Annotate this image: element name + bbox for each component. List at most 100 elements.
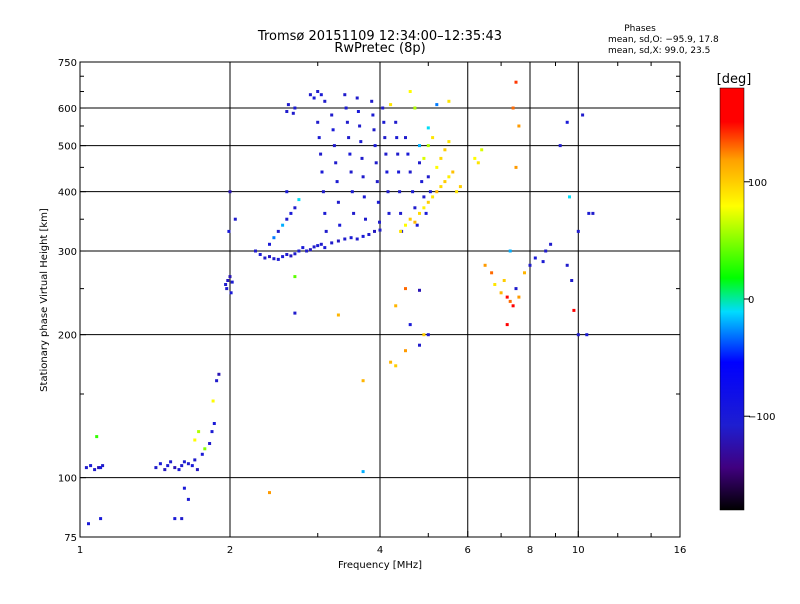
- data-point: [404, 136, 407, 140]
- data-point: [180, 464, 184, 468]
- data-point: [355, 237, 359, 241]
- data-point: [435, 103, 439, 107]
- data-point: [565, 120, 569, 124]
- data-point: [293, 275, 297, 279]
- data-point: [591, 211, 595, 215]
- data-point: [101, 464, 105, 468]
- data-point: [418, 144, 421, 148]
- data-point: [370, 99, 374, 103]
- data-point: [406, 152, 410, 156]
- data-point: [375, 180, 379, 184]
- data-point: [397, 170, 401, 174]
- data-point: [473, 156, 477, 160]
- data-point: [455, 190, 459, 194]
- data-point: [166, 464, 170, 468]
- data-point: [330, 241, 334, 245]
- data-point: [361, 175, 365, 179]
- data-point: [211, 399, 215, 403]
- data-point: [398, 190, 402, 194]
- data-point: [297, 198, 301, 202]
- data-point: [258, 253, 262, 256]
- data-point: [439, 185, 443, 189]
- data-point: [499, 291, 503, 295]
- data-point: [182, 460, 186, 464]
- data-point: [99, 517, 103, 521]
- x-tick-label: 6: [465, 545, 471, 556]
- data-point: [272, 236, 276, 240]
- data-point: [361, 234, 365, 238]
- data-point: [230, 280, 234, 284]
- data-point: [570, 279, 574, 282]
- data-point: [276, 257, 280, 261]
- data-point: [447, 175, 451, 179]
- data-point: [228, 275, 232, 279]
- data-point: [415, 223, 419, 227]
- data-point: [483, 263, 487, 267]
- data-point: [447, 140, 451, 144]
- data-point: [418, 161, 421, 165]
- data-point: [435, 190, 439, 194]
- data-point: [395, 136, 399, 140]
- data-point: [228, 190, 232, 194]
- data-point: [215, 379, 219, 383]
- data-point: [420, 180, 424, 184]
- data-point: [186, 462, 190, 466]
- data-point: [321, 190, 325, 194]
- data-point: [408, 323, 412, 327]
- data-point: [286, 103, 290, 107]
- data-point: [374, 161, 378, 165]
- data-point: [320, 170, 324, 174]
- data-point: [195, 468, 199, 472]
- data-point: [154, 466, 158, 470]
- data-point: [382, 120, 386, 124]
- data-point: [443, 180, 447, 184]
- x-tick-label: 10: [572, 545, 585, 556]
- data-point: [336, 239, 340, 243]
- data-point: [212, 422, 216, 425]
- data-point: [285, 110, 289, 113]
- data-point: [581, 113, 585, 117]
- data-point: [324, 229, 328, 233]
- data-point: [386, 190, 390, 194]
- data-point: [217, 372, 221, 376]
- data-point: [476, 161, 480, 165]
- data-point: [224, 283, 228, 286]
- data-point: [408, 90, 412, 93]
- data-point: [312, 245, 316, 249]
- data-point: [435, 165, 439, 169]
- data-point: [372, 128, 376, 132]
- data-point: [480, 148, 484, 152]
- data-point: [523, 271, 526, 275]
- data-point: [169, 460, 173, 464]
- data-point: [383, 136, 387, 140]
- data-point: [163, 468, 167, 472]
- data-point: [376, 200, 380, 204]
- x-axis-label: Frequency [MHz]: [338, 560, 422, 571]
- data-point: [381, 106, 385, 110]
- data-point: [572, 308, 576, 312]
- data-point: [517, 124, 521, 128]
- data-point: [384, 152, 388, 156]
- x-tick-label: 2: [227, 545, 233, 556]
- data-point: [458, 185, 462, 189]
- data-point: [371, 113, 375, 117]
- data-point: [208, 442, 212, 445]
- data-point: [576, 229, 580, 233]
- data-point: [336, 313, 340, 317]
- data-point: [281, 223, 285, 227]
- data-point: [361, 379, 365, 383]
- chart-subtitle: RwPretec (8p): [334, 41, 425, 56]
- data-point: [226, 279, 230, 282]
- data-point: [285, 217, 289, 221]
- data-point: [549, 242, 553, 246]
- data-point: [285, 190, 289, 194]
- x-tick-label: 4: [377, 545, 383, 556]
- data-point: [308, 93, 312, 97]
- data-point: [193, 438, 197, 442]
- data-point: [447, 99, 451, 103]
- y-tick-label: 500: [58, 142, 77, 153]
- data-point: [505, 323, 509, 327]
- colorbar: [720, 88, 744, 510]
